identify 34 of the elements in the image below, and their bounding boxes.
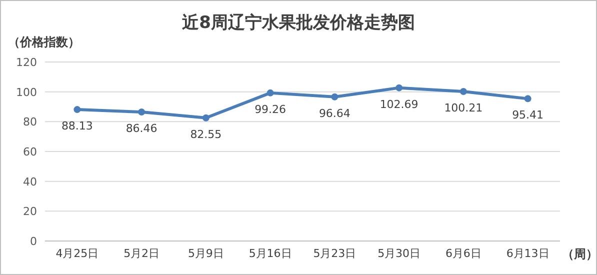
point [460,88,467,96]
x-tick-label: 5月23日 [313,247,356,260]
data-label: 100.21 [444,102,483,115]
y-tick-label: 20 [23,205,37,218]
y-tick-label: 0 [30,235,37,248]
y-tick-label: 40 [23,175,37,188]
data-label: 99.26 [254,102,286,116]
x-tick-label: 5月2日 [124,247,160,260]
y-tick-label: 80 [23,116,37,129]
point [266,89,274,96]
chart-title: 近8周辽宁水果批发价格走势图 [181,13,415,33]
y-axis-title: （价格指数） [8,35,80,49]
point [396,84,403,92]
data-label: 102.69 [380,98,418,111]
x-tick-label: 5月30日 [378,247,421,260]
x-tick-label: 5月16日 [248,247,292,260]
x-tick-label: 6月6日 [445,247,482,260]
point [202,114,210,122]
y-tick-label: 120 [16,56,37,69]
point [524,95,532,102]
x-tick-label: 5月9日 [188,247,224,260]
point [138,108,146,116]
x-tick-label: 6月13日 [506,247,550,260]
point [74,106,81,114]
point [331,93,338,100]
data-label: 96.64 [318,106,350,120]
data-label: 86.46 [126,122,158,136]
data-label: 95.41 [512,108,544,122]
y-tick-label: 100 [16,86,37,99]
data-label: 82.55 [190,128,222,141]
x-axis-title: （周） [562,247,597,261]
y-tick-label: 60 [23,146,37,158]
x-tick-label: 4月25日 [56,247,99,260]
data-label: 88.13 [61,120,93,133]
